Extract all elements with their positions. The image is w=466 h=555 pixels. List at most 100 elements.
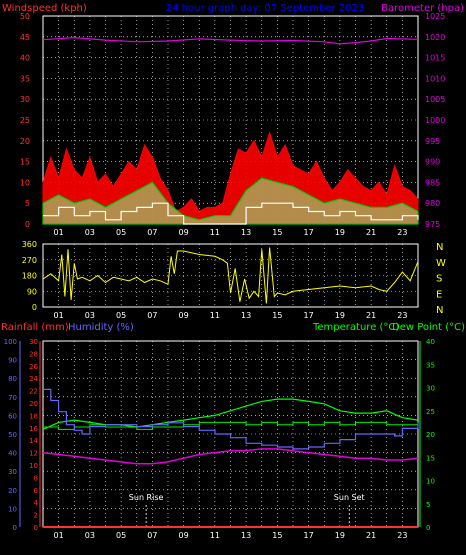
- baro-tick-label: 995: [425, 137, 440, 146]
- hour-tick-label: 11: [210, 228, 220, 237]
- temperature-tick-label: 25: [426, 408, 435, 416]
- hour-tick-label: 13: [241, 311, 251, 320]
- barometer-axis-title: Barometer (hpa): [381, 3, 464, 14]
- hour-tick-label: 01: [54, 531, 64, 540]
- direction-tick-label: 0: [32, 303, 37, 312]
- baro-tick-label: 1020: [425, 33, 445, 42]
- temperature-tick-label: 0: [426, 524, 430, 532]
- hour-tick-label: 23: [397, 531, 407, 540]
- rain-tick-label: 6: [34, 487, 39, 495]
- temperature-tick-label: 30: [426, 385, 435, 393]
- wind-tick-label: 35: [20, 74, 30, 83]
- hour-tick-label: 23: [397, 311, 407, 320]
- hour-tick-label: 15: [272, 531, 282, 540]
- hour-tick-label: 01: [54, 311, 64, 320]
- temperature-tick-label: 5: [426, 501, 430, 509]
- hour-tick-label: 05: [116, 311, 126, 320]
- compass-tick-label: N: [436, 242, 443, 253]
- baro-tick-label: 1010: [425, 74, 445, 83]
- hour-tick-label: 11: [210, 311, 220, 320]
- sun-annotation-label: Sun Rise: [129, 493, 164, 502]
- hour-tick-label: 13: [241, 228, 251, 237]
- dew-point-axis-title: Dew Point (°C): [392, 322, 465, 333]
- wind-tick-label: 40: [20, 54, 30, 63]
- humidity-tick-label: 90: [8, 357, 17, 365]
- rainfall-axis-title: Rainfall (mm): [1, 322, 69, 333]
- baro-tick-label: 975: [425, 220, 440, 229]
- hour-tick-label: 21: [366, 311, 376, 320]
- hour-tick-label: 17: [304, 228, 314, 237]
- temperature-tick-label: 20: [426, 431, 435, 439]
- humidity-tick-label: 40: [8, 450, 17, 458]
- wind-tick-label: 25: [20, 116, 30, 125]
- rain-tick-label: 10: [29, 462, 38, 470]
- hour-tick-label: 15: [272, 228, 282, 237]
- hour-tick-label: 07: [147, 531, 157, 540]
- windspeed-axis-title: Windspeed (kph): [2, 3, 87, 14]
- hour-tick-label: 09: [179, 228, 189, 237]
- humidity-tick-label: 100: [4, 338, 17, 346]
- humidity-tick-label: 70: [8, 394, 17, 402]
- compass-tick-label: W: [436, 258, 446, 269]
- humidity-tick-label: 0: [13, 524, 17, 532]
- humidity-tick-label: 10: [8, 505, 17, 513]
- hour-tick-label: 01: [54, 228, 64, 237]
- hour-tick-label: 07: [147, 228, 157, 237]
- hour-tick-label: 03: [85, 531, 95, 540]
- rain-tick-label: 16: [29, 425, 38, 433]
- hour-tick-label: 23: [397, 228, 407, 237]
- hour-tick-label: 13: [241, 531, 251, 540]
- direction-tick-label: 180: [22, 272, 37, 281]
- wind-tick-label: 5: [25, 199, 30, 208]
- baro-tick-label: 1005: [425, 95, 445, 104]
- direction-tick-label: 90: [27, 287, 37, 296]
- wind-direction-series: [42, 247, 419, 304]
- temperature-tick-label: 35: [426, 361, 435, 369]
- compass-tick-label: N: [436, 305, 443, 316]
- humidity-tick-label: 80: [8, 375, 17, 383]
- wind-tick-label: 15: [20, 158, 30, 167]
- baro-tick-label: 1000: [425, 116, 445, 125]
- hour-tick-label: 05: [116, 228, 126, 237]
- hour-tick-label: 05: [116, 531, 126, 540]
- hour-tick-label: 07: [147, 311, 157, 320]
- baro-tick-label: 990: [425, 158, 440, 167]
- hour-tick-label: 03: [85, 228, 95, 237]
- rain-tick-label: 4: [34, 499, 39, 507]
- wind-tick-label: 50: [20, 12, 30, 21]
- humidity-lower-series: [42, 448, 419, 465]
- wind-tick-label: 20: [20, 137, 30, 146]
- hour-tick-label: 21: [366, 228, 376, 237]
- humidity-tick-label: 60: [8, 412, 17, 420]
- baro-tick-label: 980: [425, 199, 440, 208]
- wind-minimum-series: [43, 202, 419, 225]
- rain-tick-label: 24: [29, 375, 38, 383]
- humidity-series: [43, 388, 419, 450]
- hour-tick-label: 03: [85, 311, 95, 320]
- direction-tick-label: 270: [22, 256, 37, 265]
- compass-tick-label: E: [436, 289, 442, 300]
- temperature-tick-label: 40: [426, 338, 435, 346]
- temperature-tick-label: 15: [426, 454, 435, 462]
- hour-tick-label: 15: [272, 311, 282, 320]
- hour-tick-label: 09: [179, 311, 189, 320]
- humidity-tick-label: 20: [8, 487, 17, 495]
- wind-barometer-panel: 01 03 05 07 09 11 13 15 17 19 21 230510152025303540…: [20, 12, 446, 237]
- temperature-axis-title: Temperature (°C): [312, 322, 399, 333]
- compass-tick-label: S: [436, 274, 442, 285]
- rain-tick-label: 22: [29, 388, 38, 396]
- temperature-humidity-panel: 01 03 05 07 09 11 13 15 17 19 21 230102030405060708…: [4, 338, 435, 540]
- rain-tick-label: 18: [29, 412, 38, 420]
- rain-tick-label: 30: [29, 338, 38, 346]
- hour-tick-label: 19: [335, 531, 345, 540]
- rain-tick-label: 20: [29, 400, 38, 408]
- hour-tick-label: 21: [366, 531, 376, 540]
- rain-tick-label: 0: [34, 524, 38, 532]
- hour-tick-label: 09: [179, 531, 189, 540]
- hour-tick-label: 17: [304, 311, 314, 320]
- wind-tick-label: 45: [20, 33, 30, 42]
- humidity-tick-label: 30: [8, 468, 17, 476]
